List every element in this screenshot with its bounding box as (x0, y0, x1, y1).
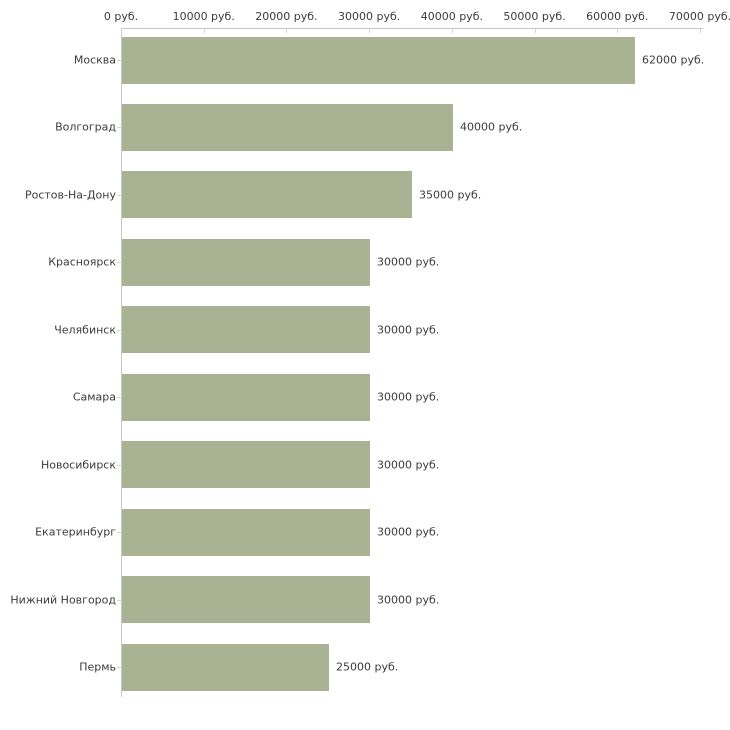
x-tick-mark (534, 29, 536, 33)
x-tick-mark (617, 29, 619, 33)
category-label: Красноярск (48, 255, 116, 269)
y-tick-mark (117, 600, 122, 601)
value-label: 30000 руб. (377, 390, 440, 404)
y-tick-mark (117, 465, 122, 466)
bar (122, 37, 635, 84)
y-axis-line (121, 28, 122, 697)
bar (122, 509, 370, 556)
bar (122, 104, 453, 151)
value-label: 62000 руб. (642, 53, 705, 67)
y-tick-mark (117, 195, 122, 196)
value-label: 30000 руб. (377, 323, 440, 337)
value-label: 30000 руб. (377, 525, 440, 539)
value-label: 25000 руб. (336, 660, 399, 674)
y-tick-mark (117, 397, 122, 398)
bar (122, 306, 370, 353)
category-label: Пермь (79, 660, 116, 674)
value-label: 35000 руб. (419, 188, 482, 202)
value-label: 40000 руб. (460, 120, 523, 134)
bar (122, 239, 370, 286)
value-label: 30000 руб. (377, 458, 440, 472)
x-axis-line (121, 28, 703, 29)
x-tick-label: 70000 руб. (668, 10, 730, 23)
category-label: Новосибирск (40, 458, 116, 472)
x-tick-label: 20000 руб. (255, 10, 318, 23)
category-label: Ростов-На-Дону (24, 188, 116, 202)
category-label: Москва (73, 53, 116, 67)
x-tick-mark (121, 29, 122, 33)
x-tick-mark (203, 29, 205, 33)
value-label: 30000 руб. (377, 593, 440, 607)
x-tick-mark (286, 29, 288, 33)
x-tick-label: 60000 руб. (586, 10, 649, 23)
bar (122, 644, 329, 691)
value-label: 30000 руб. (377, 255, 440, 269)
x-tick-label: 10000 руб. (172, 10, 235, 23)
category-label: Волгоград (55, 120, 116, 134)
y-tick-mark (117, 60, 122, 61)
category-label: Екатеринбург (35, 525, 116, 539)
x-tick-label: 50000 руб. (503, 10, 566, 23)
x-tick-mark (451, 29, 453, 33)
x-tick-label: 0 руб. (103, 10, 139, 23)
category-label: Нижний Новгород (10, 593, 116, 607)
x-tick-mark (700, 29, 701, 33)
bar (122, 576, 370, 623)
y-tick-mark (117, 330, 122, 331)
y-tick-mark (117, 667, 122, 668)
bar (122, 374, 370, 421)
x-tick-mark (369, 29, 371, 33)
bar (122, 441, 370, 488)
x-tick-label: 40000 руб. (420, 10, 483, 23)
category-label: Самара (72, 390, 116, 404)
category-label: Челябинск (54, 323, 116, 337)
y-tick-mark (117, 127, 122, 128)
y-tick-mark (117, 532, 122, 533)
y-tick-mark (117, 262, 122, 263)
x-tick-label: 30000 руб. (338, 10, 401, 23)
bar (122, 171, 412, 218)
